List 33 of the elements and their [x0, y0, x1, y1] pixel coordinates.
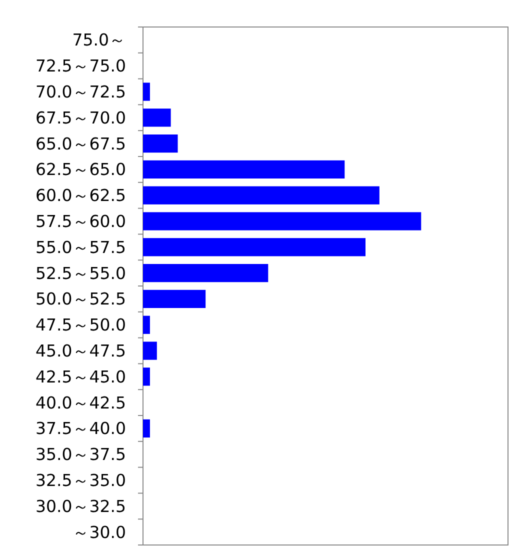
- y-tick-label: 65.0～67.5: [36, 134, 126, 154]
- y-tick-label: 32.5～35.0: [36, 471, 126, 490]
- bar: [143, 186, 380, 204]
- bar: [143, 316, 150, 334]
- y-tick-label: 42.5～45.0: [36, 367, 126, 386]
- bar: [143, 264, 268, 282]
- y-tick-label: 62.5～65.0: [36, 160, 126, 180]
- y-tick-label: 40.0～42.5: [36, 393, 126, 412]
- y-tick-label: ～30.0: [72, 522, 126, 542]
- bar: [143, 290, 206, 308]
- y-tick-label: 35.0～37.5: [36, 445, 126, 464]
- y-tick-label: 52.5～55.0: [36, 264, 126, 283]
- y-tick-label: 67.5～70.0: [36, 108, 126, 128]
- bar: [143, 82, 150, 101]
- bar: [143, 238, 366, 256]
- bar: [143, 134, 178, 153]
- y-tick-label: 45.0～47.5: [36, 342, 126, 361]
- bar: [143, 342, 157, 360]
- y-tick-label: 50.0～52.5: [36, 290, 126, 309]
- bar: [143, 419, 150, 438]
- bar: [143, 212, 422, 230]
- y-tick-label: 60.0～62.5: [36, 186, 126, 206]
- y-tick-label: 72.5～75.0: [36, 56, 126, 76]
- y-tick-label: 75.0～: [72, 30, 126, 50]
- bar: [143, 368, 150, 386]
- bar: [143, 108, 171, 127]
- y-tick-label: 55.0～57.5: [36, 238, 126, 257]
- y-tick-label: 57.5～60.0: [36, 212, 126, 232]
- y-tick-label: 30.0～32.5: [36, 496, 126, 516]
- bar: [143, 160, 345, 179]
- y-tick-label: 37.5～40.0: [36, 419, 126, 438]
- y-tick-label: 70.0～72.5: [36, 82, 126, 102]
- y-tick-label: 47.5～50.0: [36, 316, 126, 335]
